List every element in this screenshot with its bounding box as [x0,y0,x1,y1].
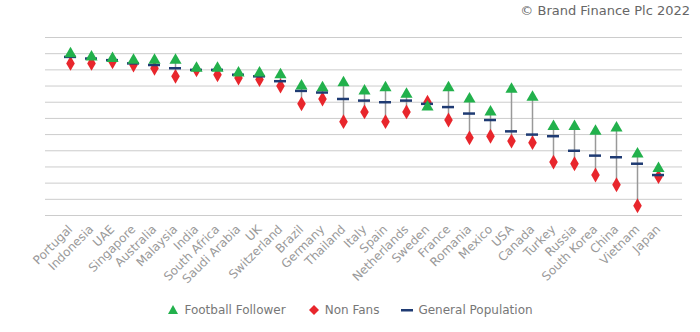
html-text:General Population: General Population [418,303,533,317]
svg-text:South Africa: South Africa [160,222,223,284]
svg-text:Australia: Australia [111,222,160,270]
svg-text:South Korea: South Korea [539,222,600,283]
html-text:© Brand Finance Plc 2022: © Brand Finance Plc 2022 [520,3,690,18]
svg-text:UK: UK [242,222,265,244]
html-text:Football Follower: Football Follower [184,303,286,317]
svg-text:Vietnam: Vietnam [597,222,643,268]
svg-text:Switzerland: Switzerland [226,222,285,281]
svg-text:Russia: Russia [542,222,580,260]
svg-text:Turkey: Turkey [520,222,559,260]
html-text:Non Fans: Non Fans [324,303,380,317]
svg-text:Malaysia: Malaysia [133,222,181,270]
svg-text:Portugal: Portugal [30,222,76,268]
svg-text:Singapore: Singapore [85,222,139,275]
svg-text:Romania: Romania [427,222,475,270]
svg-text:Germany: Germany [278,222,328,272]
svg-text:Netherlands: Netherlands [349,222,412,284]
svg-text:Sweden: Sweden [388,222,433,266]
svg-text:Italy: Italy [341,222,370,251]
svg-text:India: India [170,222,202,253]
svg-text:Saudi Arabia: Saudi Arabia [179,222,244,286]
svg-text:Thailand: Thailand [301,222,348,269]
svg-text:USA: USA [488,222,517,250]
svg-text:Canada: Canada [495,222,538,265]
svg-text:Brazil: Brazil [272,222,307,256]
svg-text:China: China [587,222,622,257]
svg-text:Indonesia: Indonesia [45,222,97,274]
svg-text:Mexico: Mexico [456,222,496,262]
svg-text:France: France [415,222,454,261]
svg-text:Japan: Japan [629,222,663,256]
svg-text:UAE: UAE [90,222,118,250]
svg-text:Spain: Spain [356,222,391,256]
